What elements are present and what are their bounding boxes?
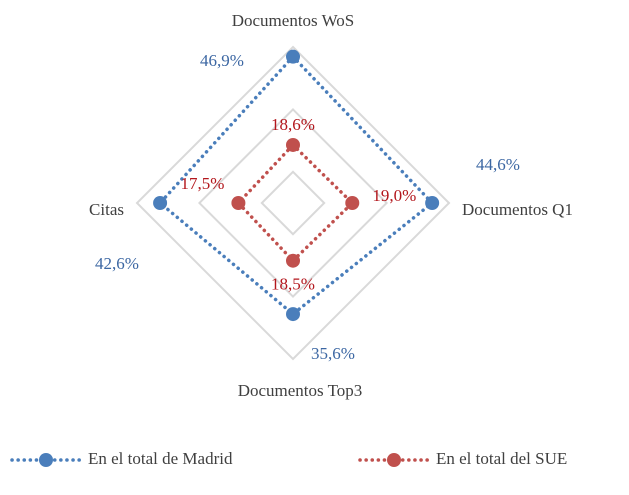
- data-point: [286, 253, 300, 268]
- legend-label: En el total del SUE: [436, 449, 567, 468]
- grid-ring: [197, 107, 389, 299]
- value-label: 19,0%: [372, 186, 416, 205]
- value-label: 44,6%: [476, 155, 520, 174]
- category-label: Documentos Q1: [462, 200, 573, 219]
- legend-marker: [39, 453, 53, 467]
- value-label: 18,5%: [271, 275, 315, 294]
- series-line: [235, 142, 355, 264]
- data-point: [425, 196, 440, 210]
- data-point: [286, 307, 300, 322]
- data-point: [345, 196, 360, 210]
- value-label: 46,9%: [200, 51, 244, 70]
- grid-ring: [260, 170, 326, 236]
- data-point: [286, 49, 300, 64]
- legend-marker: [387, 453, 401, 467]
- data-point: [286, 137, 300, 152]
- data-point: [231, 196, 246, 210]
- category-label: Documentos WoS: [232, 11, 355, 30]
- value-label: 35,6%: [311, 344, 355, 363]
- grid-ring: [135, 45, 451, 361]
- category-label: Citas: [89, 200, 124, 219]
- legend-label: En el total de Madrid: [88, 449, 233, 468]
- value-label: 18,6%: [271, 115, 315, 134]
- value-label: 17,5%: [180, 174, 224, 193]
- value-label: 42,6%: [95, 254, 139, 273]
- category-label: Documentos Top3: [238, 381, 363, 400]
- data-point: [153, 196, 168, 210]
